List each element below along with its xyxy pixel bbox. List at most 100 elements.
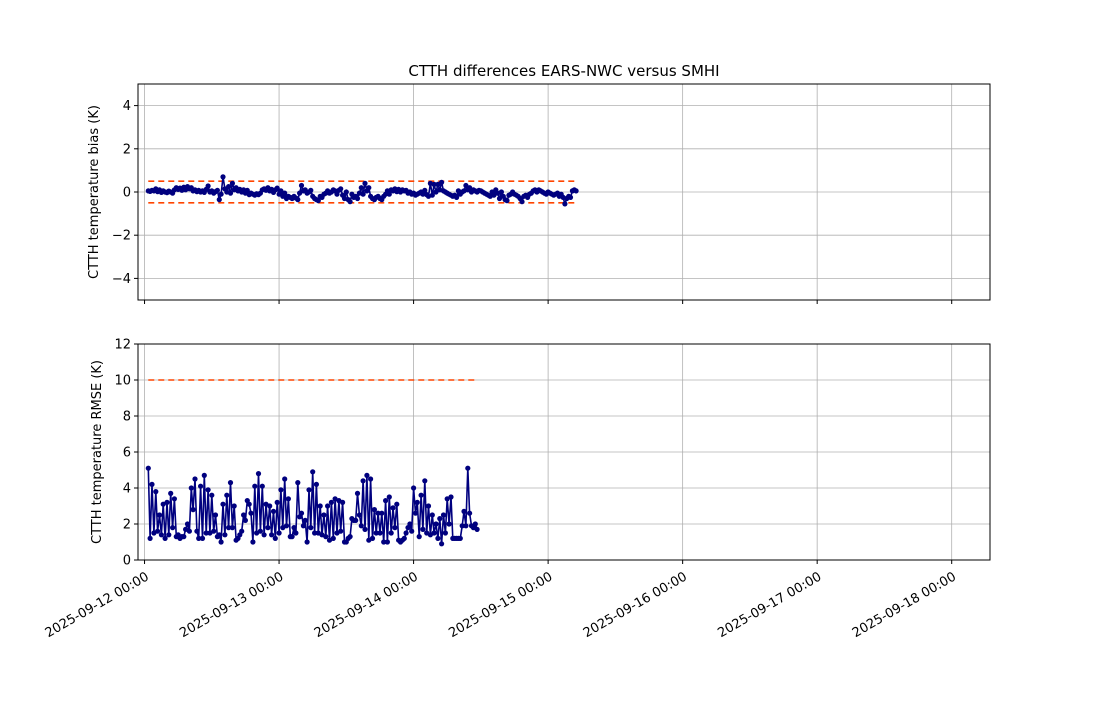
data-point [214, 187, 220, 193]
data-point [166, 532, 172, 538]
data-point [156, 512, 163, 518]
data-point [259, 483, 265, 489]
data-point [276, 530, 282, 536]
data-point [212, 512, 219, 518]
data-point [278, 188, 284, 194]
data-point [241, 512, 247, 518]
data-point [429, 192, 435, 198]
data-point [283, 523, 290, 529]
data-point [384, 539, 390, 545]
data-point [504, 198, 510, 204]
data-point [422, 478, 428, 484]
data-point [368, 476, 374, 482]
data-point [379, 510, 385, 516]
y-tick-label: −2 [112, 229, 131, 244]
data-point [199, 535, 206, 542]
data-point [362, 180, 368, 186]
data-point [418, 492, 424, 498]
data-point [312, 530, 318, 536]
data-point [325, 503, 331, 509]
data-point [220, 501, 226, 507]
y-tick-label: 8 [123, 410, 131, 425]
data-point [282, 190, 288, 196]
data-point [155, 528, 161, 534]
data-point [328, 499, 334, 505]
data-point [190, 507, 196, 513]
data-point [472, 521, 478, 527]
data-point [246, 501, 252, 507]
data-point [386, 494, 392, 500]
bias-panel: −4 −2 0 2 4 CTTH temperature bias (K) [87, 83, 991, 304]
data-point [145, 465, 151, 471]
data-point [364, 472, 370, 478]
data-point [386, 191, 392, 197]
data-point [170, 525, 176, 531]
data-point [269, 532, 275, 538]
data-point [308, 525, 314, 531]
data-point [431, 530, 437, 536]
data-point [461, 508, 467, 514]
data-point [440, 512, 447, 518]
data-point [289, 534, 295, 540]
data-point [412, 510, 419, 516]
y-tick-label: 10 [114, 374, 131, 389]
data-point [354, 490, 361, 496]
data-point [474, 526, 480, 533]
data-point [261, 532, 267, 538]
data-point [224, 492, 230, 498]
data-point [403, 530, 409, 536]
data-point [401, 535, 407, 542]
data-point [188, 485, 194, 491]
data-point [390, 505, 396, 511]
data-point [211, 528, 217, 534]
data-point [315, 198, 321, 204]
data-point [519, 199, 525, 205]
data-point [313, 481, 319, 487]
data-point [231, 503, 237, 509]
data-point [465, 465, 471, 471]
data-point [420, 526, 426, 533]
data-point [205, 183, 211, 189]
y-tick-label: −4 [112, 272, 131, 287]
data-point [323, 534, 329, 540]
data-point [321, 512, 327, 518]
data-point [433, 189, 439, 195]
data-point [467, 510, 473, 516]
data-point [414, 499, 420, 505]
y-tick-label: 4 [123, 99, 131, 114]
y-tick-label: 2 [123, 518, 131, 533]
data-point [425, 503, 432, 509]
data-point [274, 499, 280, 505]
data-point [282, 476, 288, 482]
data-point [257, 528, 263, 534]
data-point [265, 525, 271, 531]
data-point [353, 517, 359, 524]
y-tick-label: 12 [114, 338, 131, 353]
data-point [467, 185, 473, 191]
data-point [274, 185, 280, 191]
data-point [388, 530, 394, 536]
data-point [291, 525, 297, 531]
data-point [373, 530, 379, 536]
data-point [392, 525, 398, 531]
data-point [222, 532, 228, 538]
data-point [295, 197, 301, 203]
series-markers [145, 174, 579, 207]
data-point [272, 535, 278, 542]
data-point [297, 190, 303, 196]
data-point [250, 539, 256, 545]
data-point [227, 190, 234, 196]
y-axis-label: CTTH temperature bias (K) [87, 105, 102, 279]
data-point [433, 521, 439, 527]
data-point [242, 517, 248, 524]
data-point [302, 517, 308, 524]
data-point [422, 187, 428, 193]
data-point [439, 541, 445, 547]
data-point [203, 530, 209, 536]
data-point [437, 516, 443, 522]
data-point [347, 199, 353, 205]
data-point [194, 528, 200, 534]
data-point [278, 487, 284, 493]
data-point [448, 494, 454, 500]
